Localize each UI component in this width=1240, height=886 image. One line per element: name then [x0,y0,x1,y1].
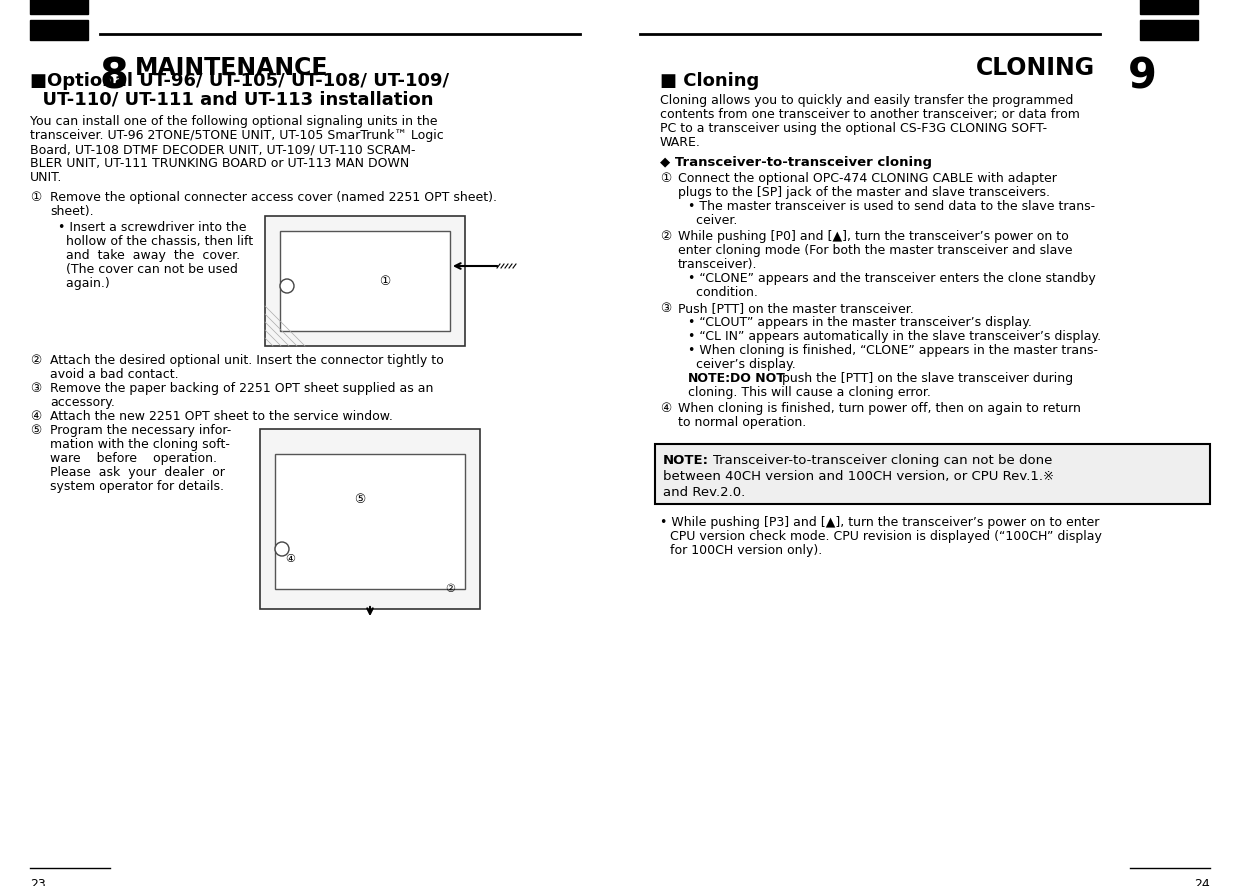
Text: Cloning allows you to quickly and easily transfer the programmed: Cloning allows you to quickly and easily… [660,94,1074,107]
Text: DO NOT: DO NOT [730,372,785,385]
Text: Attach the desired optional unit. Insert the connector tightly to: Attach the desired optional unit. Insert… [50,354,444,367]
Text: ceiver.: ceiver. [688,214,738,227]
Text: Please  ask  your  dealer  or: Please ask your dealer or [50,466,224,479]
Text: 23: 23 [30,878,46,886]
Text: • While pushing [P3] and [▲], turn the transceiver’s power on to enter: • While pushing [P3] and [▲], turn the t… [660,516,1100,529]
Text: Program the necessary infor-: Program the necessary infor- [50,424,231,437]
Text: UT-110/ UT-111 and UT-113 installation: UT-110/ UT-111 and UT-113 installation [30,90,434,108]
Text: When cloning is finished, turn power off, then on again to return: When cloning is finished, turn power off… [678,402,1081,415]
Text: plugs to the [SP] jack of the master and slave transceivers.: plugs to the [SP] jack of the master and… [678,186,1050,199]
Text: ②: ② [660,230,671,243]
Text: ①: ① [660,172,671,185]
Text: PC to a transceiver using the optional CS-F3G CLONING SOFT-: PC to a transceiver using the optional C… [660,122,1047,135]
Text: and Rev.2.0.: and Rev.2.0. [663,486,745,499]
Text: CPU version check mode. CPU revision is displayed (“100CH” display: CPU version check mode. CPU revision is … [670,530,1102,543]
Text: sheet).: sheet). [50,205,94,218]
Text: BLER UNIT, UT-111 TRUNKING BOARD or UT-113 MAN DOWN: BLER UNIT, UT-111 TRUNKING BOARD or UT-1… [30,157,409,170]
Text: to normal operation.: to normal operation. [678,416,806,429]
Text: • “CL IN” appears automatically in the slave transceiver’s display.: • “CL IN” appears automatically in the s… [688,330,1101,343]
Text: • “CLONE” appears and the transceiver enters the clone standby: • “CLONE” appears and the transceiver en… [688,272,1096,285]
Text: ④: ④ [660,402,671,415]
Text: enter cloning mode (For both the master transceiver and slave: enter cloning mode (For both the master … [678,244,1073,257]
Text: (The cover can not be used: (The cover can not be used [58,263,238,276]
Text: between 40CH version and 100CH version, or CPU Rev.1.※: between 40CH version and 100CH version, … [663,470,1054,483]
Bar [280,231,450,331]
Text: ④: ④ [30,410,41,423]
Text: ①: ① [30,191,41,204]
Text: avoid a bad contact.: avoid a bad contact. [50,368,179,381]
Text: NOTE:: NOTE: [688,372,732,385]
Text: 9: 9 [1128,55,1157,97]
Text: • The master transceiver is used to send data to the slave trans-: • The master transceiver is used to send… [688,200,1095,213]
Bar [260,429,480,609]
Text: Remove the optional connecter access cover (named 2251 OPT sheet).: Remove the optional connecter access cov… [50,191,497,204]
Text: contents from one transceiver to another transceiver; or data from: contents from one transceiver to another… [660,108,1080,121]
Text: ④: ④ [285,554,295,564]
Text: Transceiver-to-transceiver cloning can not be done: Transceiver-to-transceiver cloning can n… [713,454,1053,467]
Bar [30,20,88,40]
Bar [1140,20,1198,40]
Text: system operator for details.: system operator for details. [50,480,224,493]
Text: ⑤: ⑤ [355,493,366,506]
Text: • “CLOUT” appears in the master transceiver’s display.: • “CLOUT” appears in the master transcei… [688,316,1032,329]
Text: Board, UT-108 DTMF DECODER UNIT, UT-109/ UT-110 SCRAM-: Board, UT-108 DTMF DECODER UNIT, UT-109/… [30,143,415,156]
Bar [275,454,465,589]
Text: Connect the optional OPC-474 CLONING CABLE with adapter: Connect the optional OPC-474 CLONING CAB… [678,172,1056,185]
Text: transceiver. UT-96 2TONE/5TONE UNIT, UT-105 SmarTrunk™ Logic: transceiver. UT-96 2TONE/5TONE UNIT, UT-… [30,129,444,142]
Text: ◆ Transceiver-to-transceiver cloning: ◆ Transceiver-to-transceiver cloning [660,156,932,169]
Circle shape [280,279,294,293]
Text: ware    before    operation.: ware before operation. [50,452,217,465]
Text: cloning. This will cause a cloning error.: cloning. This will cause a cloning error… [688,386,931,399]
Text: ceiver’s display.: ceiver’s display. [688,358,796,371]
Text: While pushing [P0] and [▲], turn the transceiver’s power on to: While pushing [P0] and [▲], turn the tra… [678,230,1069,243]
Text: and  take  away  the  cover.: and take away the cover. [58,249,241,262]
Text: condition.: condition. [688,286,758,299]
Text: • When cloning is finished, “CLONE” appears in the master trans-: • When cloning is finished, “CLONE” appe… [688,344,1097,357]
Text: mation with the cloning soft-: mation with the cloning soft- [50,438,229,451]
Text: ■ Cloning: ■ Cloning [660,72,759,90]
Text: ②: ② [445,584,455,594]
Bar [1140,0,1198,14]
Text: UNIT.: UNIT. [30,171,62,184]
Bar [30,0,88,14]
Text: hollow of the chassis, then lift: hollow of the chassis, then lift [58,235,253,248]
Text: 8: 8 [100,55,129,97]
Text: NOTE:: NOTE: [663,454,709,467]
Circle shape [275,542,289,556]
Text: transceiver).: transceiver). [678,258,758,271]
Text: accessory.: accessory. [50,396,115,409]
Bar [265,216,465,346]
Text: Remove the paper backing of 2251 OPT sheet supplied as an: Remove the paper backing of 2251 OPT she… [50,382,433,395]
Text: again.): again.) [58,277,110,290]
Text: ②: ② [30,354,41,367]
Text: ⑤: ⑤ [30,424,41,437]
Text: ■Optional UT-96/ UT-105/ UT-108/ UT-109/: ■Optional UT-96/ UT-105/ UT-108/ UT-109/ [30,72,449,90]
Text: 24: 24 [1194,878,1210,886]
Text: Push [PTT] on the master transceiver.: Push [PTT] on the master transceiver. [678,302,914,315]
Text: • Insert a screwdriver into the: • Insert a screwdriver into the [58,221,247,234]
Text: CLONING: CLONING [976,56,1095,80]
Text: WARE.: WARE. [660,136,701,149]
Text: MAINTENANCE: MAINTENANCE [135,56,329,80]
Text: You can install one of the following optional signaling units in the: You can install one of the following opt… [30,115,438,128]
Text: Attach the new 2251 OPT sheet to the service window.: Attach the new 2251 OPT sheet to the ser… [50,410,393,423]
Text: for 100CH version only).: for 100CH version only). [670,544,822,557]
Text: push the [PTT] on the slave transceiver during: push the [PTT] on the slave transceiver … [782,372,1073,385]
Text: ③: ③ [660,302,671,315]
Bar [655,444,1210,504]
Text: ①: ① [379,275,391,287]
Text: ③: ③ [30,382,41,395]
